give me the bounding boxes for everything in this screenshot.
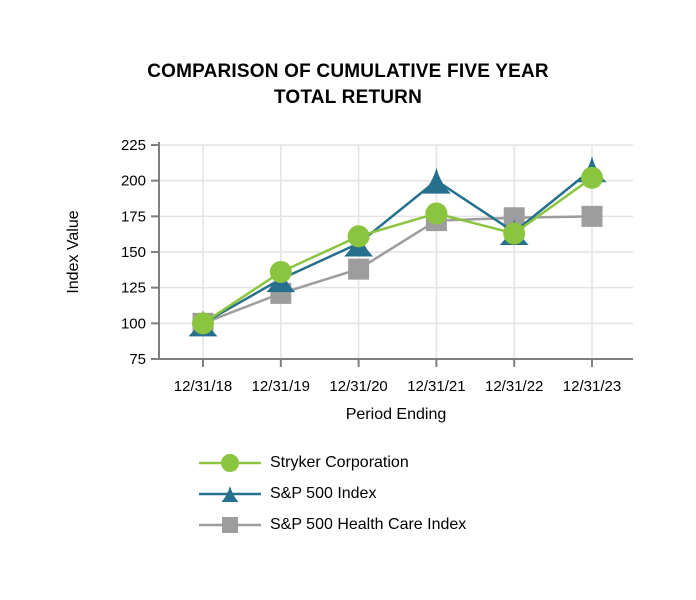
y-tick-label: 75	[129, 351, 146, 368]
y-tick-label: 200	[121, 173, 146, 190]
legend-item-stryker: Stryker Corporation	[197, 448, 466, 478]
x-tick-label: 12/31/23	[563, 378, 621, 395]
x-tick-label: 12/31/19	[252, 378, 310, 395]
x-tick-label: 12/31/21	[407, 378, 465, 395]
series-line	[202, 176, 593, 325]
data-point-marker	[192, 312, 214, 335]
data-point-marker	[425, 202, 448, 225]
legend-circle-marker-icon	[221, 454, 239, 472]
y-tick-label: 175	[121, 208, 146, 225]
data-point-marker	[269, 260, 292, 283]
legend-label: Stryker Corporation	[270, 454, 409, 471]
legend: Stryker Corporation S&P 500 Index S&P 50…	[197, 448, 466, 541]
data-point-marker	[503, 222, 526, 245]
chart-title-line-2: TOTAL RETURN	[273, 87, 423, 108]
legend-item-sp500-healthcare: S&P 500 Health Care Index	[197, 510, 466, 540]
legend-label: S&P 500 Index	[270, 485, 377, 502]
legend-square-marker-icon	[222, 517, 238, 533]
y-tick-label: 100	[121, 315, 146, 332]
y-axis-title: Index Value	[65, 210, 82, 293]
x-tick-label: 12/31/18	[174, 378, 232, 395]
series-line	[202, 168, 593, 325]
series-line	[202, 215, 593, 325]
plot-area: 225 200 175 150 125 100 75 12/31/18 12/31/19 12/3…	[65, 137, 633, 423]
x-tick-label: 12/31/22	[485, 378, 543, 395]
data-point-marker	[421, 167, 451, 194]
sp500-line-marker-icon	[199, 486, 261, 502]
x-axis-title: Period Ending	[346, 406, 447, 423]
y-tick-label: 150	[121, 244, 146, 261]
data-point-marker	[503, 207, 525, 229]
legend-label: S&P 500 Health Care Index	[270, 516, 467, 533]
chart-title-line-1: COMPARISON OF CUMULATIVE FIVE YEAR	[147, 61, 549, 82]
chart-title: COMPARISON OF CUMULATIVE FIVE YEAR TOTAL…	[0, 59, 696, 111]
y-tick-label: 125	[121, 280, 146, 297]
data-point-marker	[581, 205, 603, 227]
data-point-marker	[348, 258, 370, 280]
legend-item-sp500: S&P 500 Index	[197, 479, 466, 509]
x-tick-label: 12/31/20	[329, 378, 387, 395]
data-point-marker	[581, 166, 603, 189]
sp500-healthcare-line-marker-icon	[199, 517, 261, 533]
data-point-marker	[347, 225, 370, 248]
legend-triangle-marker-icon	[221, 486, 239, 502]
y-tick-label: 225	[121, 137, 146, 154]
stryker-line-marker-icon	[199, 454, 261, 472]
